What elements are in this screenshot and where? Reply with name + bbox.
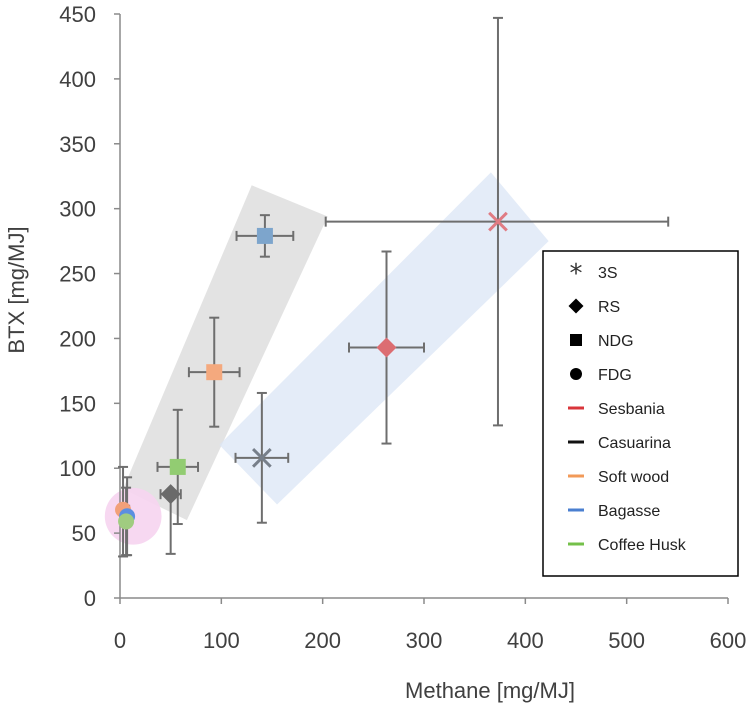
y-tick-label: 250 <box>59 262 96 287</box>
x-tick-label: 300 <box>406 628 443 653</box>
legend-label: Casuarina <box>598 435 671 452</box>
x-axis-title: Methane [mg/MJ] <box>405 678 575 703</box>
y-tick-label: 300 <box>59 197 96 222</box>
x-tick-label: 600 <box>710 628 747 653</box>
legend-label: Bagasse <box>598 503 660 520</box>
point-casuarina-3s <box>252 447 272 468</box>
legend-label: Coffee Husk <box>598 537 687 554</box>
point-sesbania-rs <box>376 337 397 358</box>
point-bagasse-ndg <box>256 227 273 244</box>
x-tick-label: 200 <box>304 628 341 653</box>
y-tick-label: 100 <box>59 456 96 481</box>
point-sesbania-3s <box>488 211 508 232</box>
y-tick-label: 400 <box>59 67 96 92</box>
x-tick-label: 400 <box>507 628 544 653</box>
legend-label: 3S <box>598 265 618 282</box>
x-tick-label: 500 <box>608 628 645 653</box>
point-coffee-husk-ndg <box>169 458 186 475</box>
point-coffee-husk-fdg <box>118 513 135 530</box>
y-tick-label: 0 <box>84 586 96 611</box>
data-points <box>115 211 508 530</box>
x-tick-label: 100 <box>203 628 240 653</box>
y-axis-title: BTX [mg/MJ] <box>4 226 29 353</box>
point-casuarina-rs <box>160 484 181 505</box>
highlight-band-0 <box>123 185 328 521</box>
legend-label: Soft wood <box>598 469 669 486</box>
y-tick-label: 150 <box>59 391 96 416</box>
x-marker-stroke <box>252 447 272 468</box>
x-tick-label: 0 <box>114 628 126 653</box>
ticks: 0 100 200 300 400 500 600 0 50 100 150 200 250 300 350… <box>59 2 746 653</box>
y-tick-label: 450 <box>59 2 96 27</box>
legend-entries: * 3S RS NDG FDG Sesbania Casuarina Soft wood Bag… <box>568 259 687 554</box>
legend-marker-asterisk: * <box>570 259 583 289</box>
legend-marker-circle <box>570 368 582 380</box>
highlight-band-1 <box>219 172 549 505</box>
y-tick-label: 50 <box>72 521 96 546</box>
legend: * 3S RS NDG FDG Sesbania Casuarina Soft wood Bag… <box>542 250 739 577</box>
legend-label: NDG <box>598 333 634 350</box>
y-tick-label: 350 <box>59 132 96 157</box>
y-tick-label: 200 <box>59 326 96 351</box>
legend-label: FDG <box>598 367 632 384</box>
legend-label: RS <box>598 299 620 316</box>
legend-label: Sesbania <box>598 401 665 418</box>
point-soft-wood-ndg <box>206 364 223 381</box>
legend-marker-diamond <box>568 298 584 314</box>
x-marker-stroke <box>488 211 508 232</box>
legend-marker-square <box>570 334 582 346</box>
